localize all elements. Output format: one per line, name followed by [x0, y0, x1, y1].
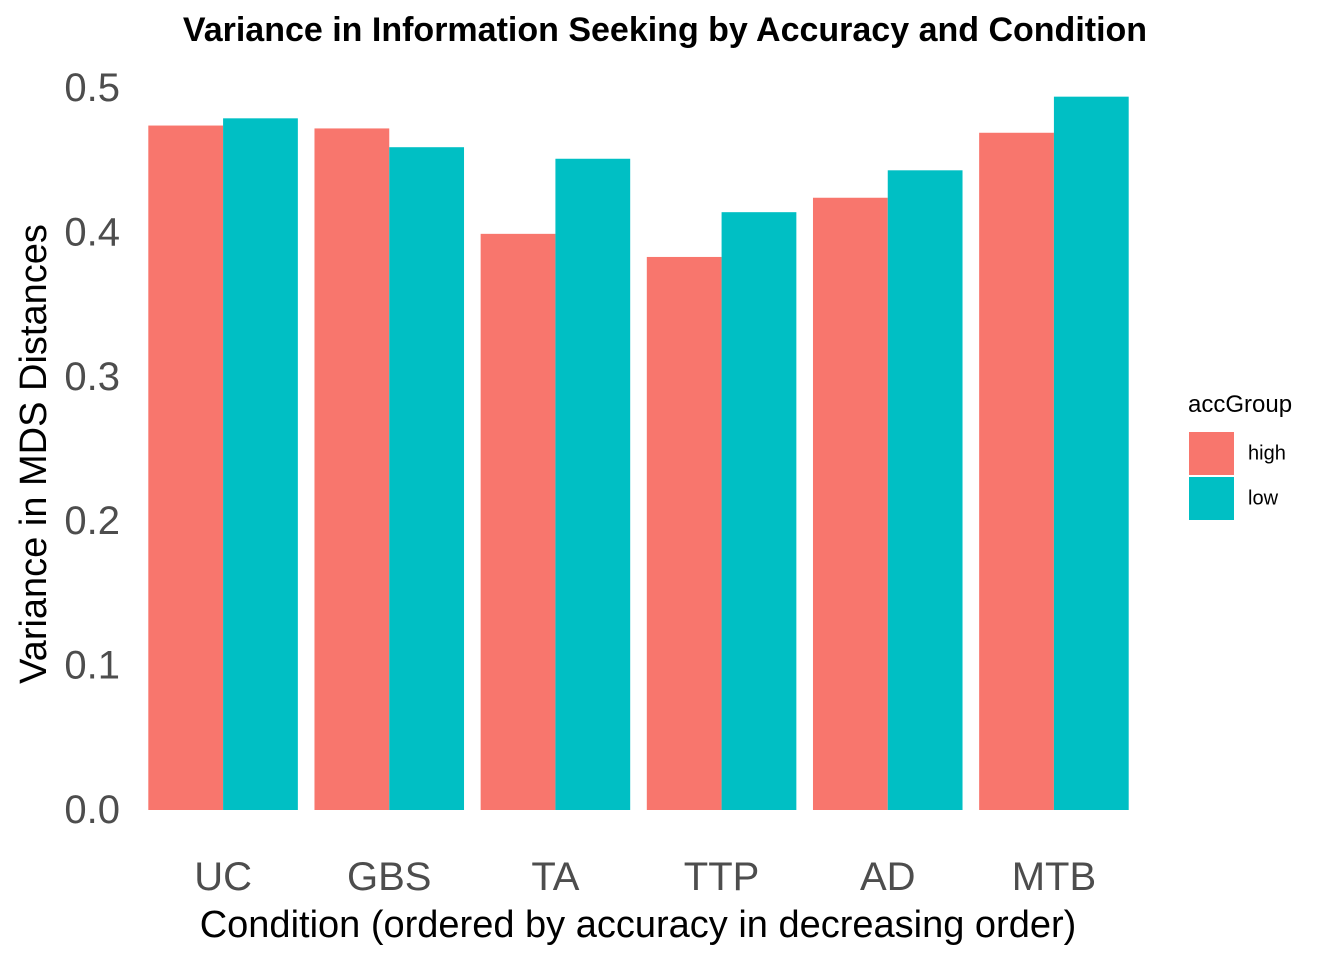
- legend-label-low: low: [1248, 488, 1279, 510]
- bar-low-ad: [887, 170, 963, 811]
- x-tick-label: MTB: [1012, 855, 1096, 899]
- legend: accGroup high low: [1188, 391, 1292, 520]
- bar-low-uc: [223, 118, 298, 811]
- bar-high-uc: [148, 125, 224, 810]
- y-tick-label: 0.1: [64, 644, 120, 688]
- y-tick-label: 0.2: [64, 499, 120, 543]
- x-axis-title: Condition (ordered by accuracy in decrea…: [200, 904, 1077, 946]
- y-axis-ticks: 0.0 0.1 0.2 0.3 0.4 0.5: [64, 66, 120, 832]
- legend-label-high: high: [1248, 443, 1286, 465]
- bar-low-mtb: [1053, 96, 1129, 810]
- x-tick-label: UC: [194, 855, 252, 899]
- x-tick-label: GBS: [347, 855, 431, 899]
- bar-low-gbs: [389, 147, 465, 811]
- y-tick-label: 0.3: [64, 355, 120, 399]
- bar-low-ta: [555, 158, 631, 811]
- x-tick-label: TA: [531, 855, 579, 899]
- y-tick-label: 0.4: [64, 210, 120, 254]
- bar-high-mtb: [979, 132, 1054, 810]
- bar-high-ttp: [646, 256, 722, 810]
- bar-low-ttp: [721, 212, 797, 810]
- x-tick-label: AD: [860, 855, 916, 899]
- y-tick-label: 0.0: [64, 788, 120, 832]
- x-tick-label: TTP: [684, 855, 760, 899]
- bar-high-ad: [812, 197, 888, 810]
- y-tick-label: 0.5: [64, 66, 120, 110]
- x-axis-ticks: UC GBS TA TTP AD MTB: [194, 855, 1096, 899]
- bar-high-gbs: [314, 128, 390, 810]
- legend-key-high: [1189, 432, 1234, 475]
- y-axis-title: Variance in MDS Distances: [13, 224, 55, 684]
- chart-title: Variance in Information Seeking by Accur…: [183, 11, 1147, 49]
- legend-title: accGroup: [1188, 391, 1292, 418]
- bar-high-ta: [480, 233, 556, 810]
- legend-key-low: [1189, 477, 1234, 520]
- bars: [148, 96, 1129, 811]
